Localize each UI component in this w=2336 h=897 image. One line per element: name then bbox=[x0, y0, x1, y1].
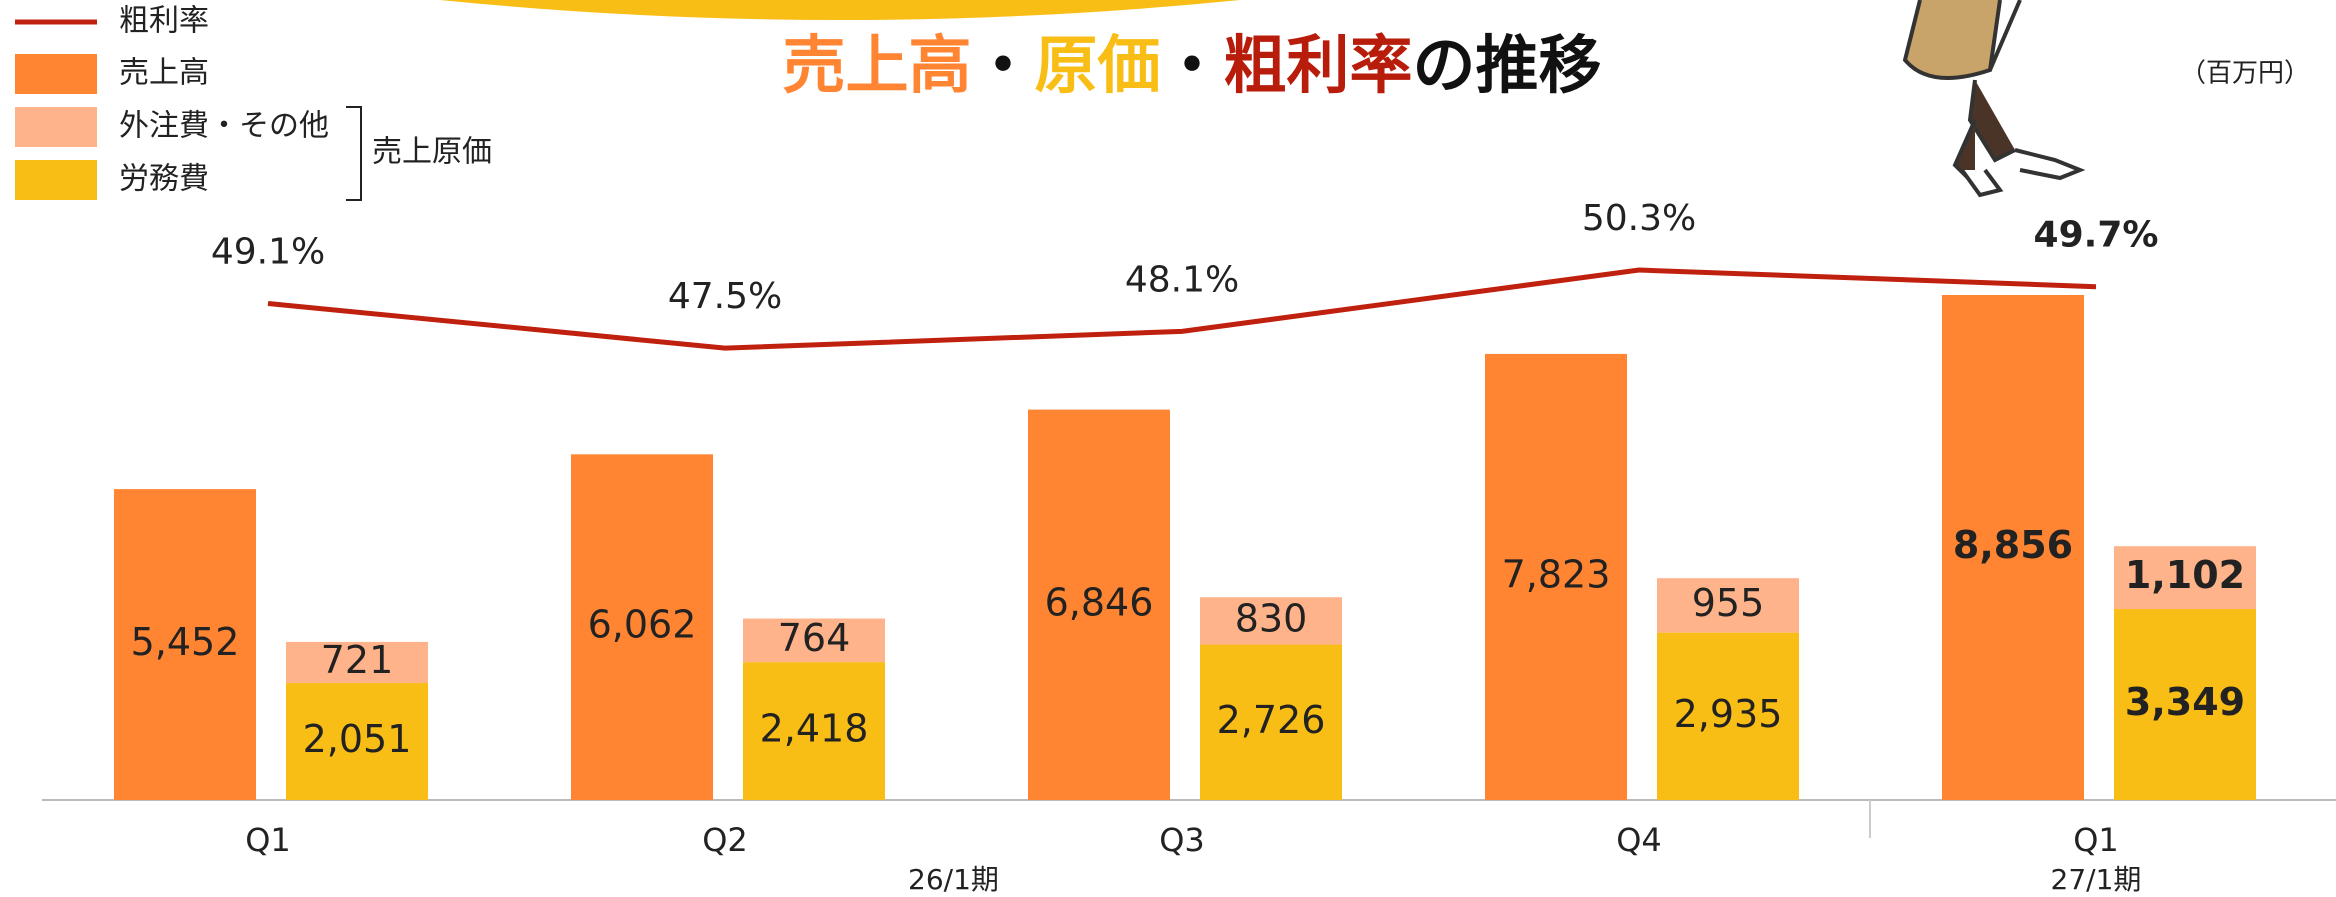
x-tick-label: Q1 bbox=[2073, 821, 2119, 859]
bar-value-label: 6,846 bbox=[1045, 580, 1154, 624]
bar-value-label: 2,418 bbox=[760, 707, 869, 751]
title-part: の推移 bbox=[1413, 29, 1602, 102]
bar-value-label: 955 bbox=[1692, 581, 1765, 625]
line-value-label: 50.3% bbox=[1582, 198, 1696, 239]
title-part: ・ bbox=[972, 29, 1035, 102]
legend-label: 外注費・その他 bbox=[119, 109, 329, 144]
decor-arc bbox=[440, 0, 1240, 20]
legend-label: 労務費 bbox=[119, 162, 209, 197]
bar-value-label: 2,726 bbox=[1217, 698, 1326, 742]
legend-label: 粗利率 bbox=[119, 4, 209, 39]
chart: 売上高・原価・粗利率の推移 （百万円） 売上原価 粗利率売上高外注費・その他労務… bbox=[0, 0, 2336, 897]
bar-value-label: 2,051 bbox=[303, 717, 412, 761]
chart-title: 売上高・原価・粗利率の推移 bbox=[783, 29, 1602, 102]
decor-figure bbox=[1905, 0, 2080, 195]
line-value-label: 49.7% bbox=[2034, 215, 2159, 256]
line-value-label: 47.5% bbox=[668, 276, 782, 317]
x-tick-label: Q2 bbox=[702, 821, 748, 859]
unit-label: （百万円） bbox=[2180, 59, 2310, 89]
line-value-label: 48.1% bbox=[1125, 259, 1239, 300]
bar-value-label: 3,349 bbox=[2125, 680, 2245, 724]
x-tick-label: Q3 bbox=[1159, 821, 1205, 859]
legend-swatch bbox=[15, 107, 97, 147]
line-value-label: 49.1% bbox=[211, 231, 325, 272]
bar-value-label: 1,102 bbox=[2125, 553, 2245, 597]
legend-swatch bbox=[15, 160, 97, 200]
bar-value-label: 721 bbox=[321, 638, 394, 682]
bar-value-label: 830 bbox=[1235, 596, 1308, 640]
period-label: 26/1期 bbox=[908, 863, 999, 896]
title-part: ・ bbox=[1161, 29, 1224, 102]
legend-swatch bbox=[15, 54, 97, 94]
legend-group-label: 売上原価 bbox=[372, 135, 492, 170]
title-part: 売上高 bbox=[783, 29, 972, 102]
bar-value-label: 7,823 bbox=[1502, 552, 1611, 596]
x-tick-label: Q4 bbox=[1616, 821, 1662, 859]
bar-value-label: 764 bbox=[778, 616, 851, 660]
title-part: 粗利率 bbox=[1224, 29, 1413, 102]
bar-value-label: 8,856 bbox=[1953, 523, 2073, 567]
title-part: 原価 bbox=[1035, 29, 1161, 102]
bar-value-label: 2,935 bbox=[1674, 692, 1783, 736]
legend-bracket bbox=[346, 107, 361, 200]
x-tick-label: Q1 bbox=[245, 821, 291, 859]
bar-value-label: 5,452 bbox=[131, 620, 240, 664]
legend-label: 売上高 bbox=[119, 56, 209, 91]
period-label: 27/1期 bbox=[2051, 863, 2142, 896]
bar-value-label: 6,062 bbox=[588, 603, 697, 647]
